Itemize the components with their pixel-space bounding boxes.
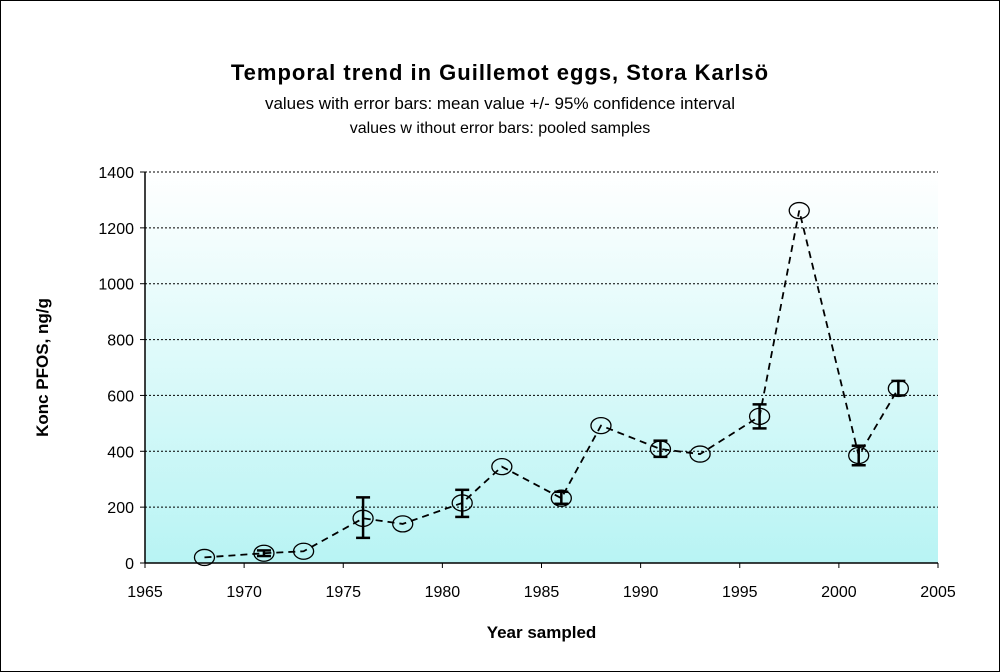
data-point [352,509,374,527]
data-point [392,515,414,533]
data-point [550,489,572,507]
x-axis-label: Year sampled [487,623,597,642]
x-tick-label: 1975 [325,584,361,601]
y-tick-label: 400 [107,444,134,461]
x-tick-label: 1995 [722,584,758,601]
x-tick-label: 1990 [623,584,659,601]
y-tick-label: 1000 [98,277,134,294]
data-point [748,407,771,426]
data-point [292,542,315,560]
data-point [788,201,810,220]
y-axis-label: Konc PFOS, ng/g [33,298,52,437]
data-series [193,201,909,567]
chart-subtitle-2: values w ithout error bars: pooled sampl… [349,120,651,137]
y-tick-label: 600 [107,388,134,405]
y-tick-label: 800 [107,333,134,350]
x-tick-label: 1970 [226,584,262,601]
data-point [193,548,216,567]
chart-title: Temporal trend in Guillemot eggs, Stora … [230,60,770,85]
data-point [491,457,513,476]
plot-area [145,172,938,563]
x-tick-label: 2000 [821,584,857,601]
x-tick-label: 1980 [425,584,461,601]
data-point [253,544,275,562]
x-tick-label: 1965 [127,584,163,601]
y-tick-label: 1400 [98,165,134,182]
series-line [204,210,900,559]
data-point [451,494,473,512]
data-point [590,416,612,435]
y-tick-label: 0 [125,556,134,573]
tick-labels: 0 200 400 600 800 1000 1200 1400 1965 1970 1975 198… [98,165,955,601]
x-tick-label: 1985 [524,584,560,601]
axes [140,171,939,568]
x-tick-label: 2005 [920,584,956,601]
data-point [649,440,672,458]
chart-subtitle-1: values with error bars: mean value +/- 9… [264,94,736,113]
gridlines [145,171,938,508]
data-point [689,445,711,463]
data-point [887,379,909,398]
data-point [848,446,870,465]
y-tick-label: 200 [107,500,134,517]
y-tick-label: 1200 [98,221,134,238]
